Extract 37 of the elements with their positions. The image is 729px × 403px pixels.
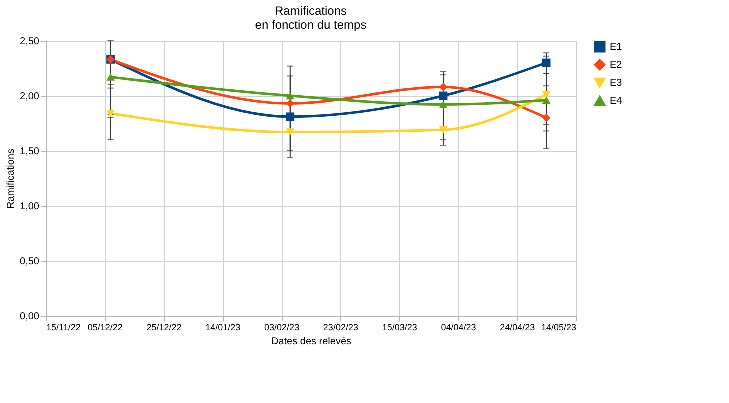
point (542, 114, 551, 122)
x-tick-label: 15/11/22 (46, 322, 81, 332)
x-tick-label: 03/02/23 (264, 322, 300, 332)
legend-label: E1 (610, 42, 623, 53)
point (542, 58, 551, 68)
chart-title: Ramifications en fonction du temps (255, 4, 367, 32)
point (542, 96, 551, 104)
x-tick-label: 14/05/23 (541, 322, 576, 332)
y-tick-label: 2,00 (20, 92, 40, 102)
x-tick-label: 24/04/23 (500, 322, 536, 332)
point (542, 91, 551, 99)
legend-label: E3 (610, 78, 623, 89)
x-tick-label: 23/02/23 (323, 322, 358, 332)
x-tick-label: 15/03/23 (382, 322, 418, 332)
x-tick-label: 25/12/22 (146, 322, 182, 332)
point (439, 101, 448, 108)
point (439, 92, 448, 100)
point (439, 83, 448, 92)
y-tick-label: 0,50 (20, 256, 40, 268)
legend-label: E4 (610, 96, 623, 107)
y-tick-label: 1,50 (20, 146, 40, 158)
point (286, 100, 295, 108)
y-axis-title: Ramifications (6, 148, 18, 210)
point (439, 126, 448, 134)
x-axis-title: Dates des relevés (271, 336, 352, 348)
x-tick-label: 05/12/22 (88, 322, 123, 332)
y-tick-label: 2,50 (20, 36, 40, 48)
x-tick-label: 14/01/23 (206, 322, 241, 332)
legend-label: E2 (610, 60, 623, 71)
point (106, 110, 115, 118)
y-tick-label: 0,00 (20, 312, 40, 322)
point (106, 74, 115, 81)
point (286, 112, 295, 122)
y-tick-label: 1,00 (20, 202, 40, 212)
point (286, 128, 295, 136)
x-tick-label: 04/04/23 (441, 322, 476, 332)
point (286, 92, 295, 100)
